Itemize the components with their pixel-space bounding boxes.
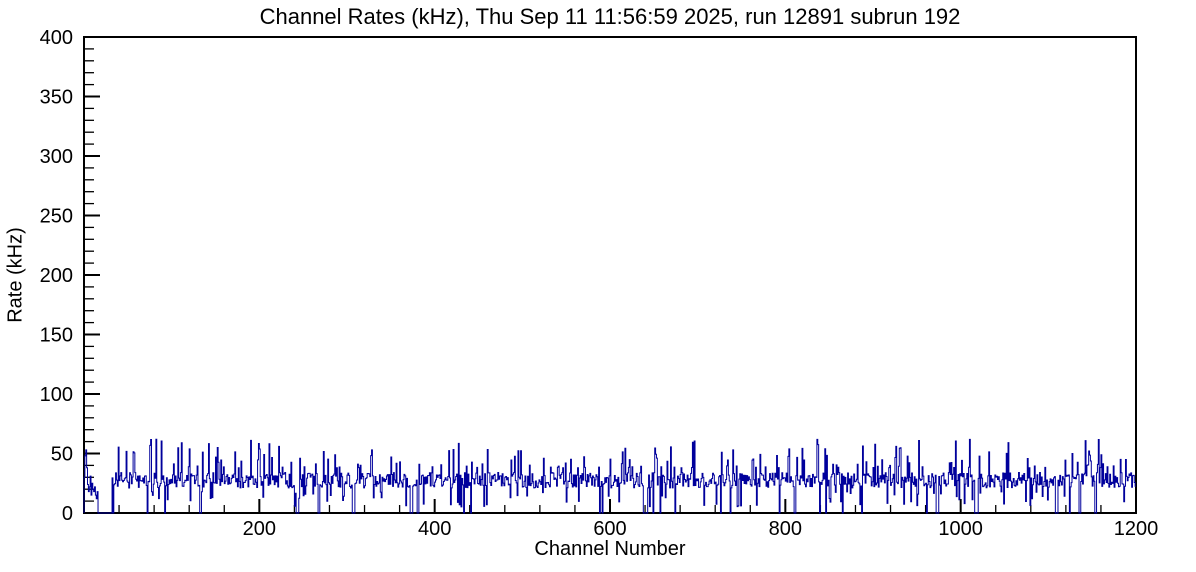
x-tick-label: 400 (418, 518, 451, 540)
y-tick-label: 150 (40, 325, 73, 347)
y-tick-label: 300 (40, 146, 73, 168)
y-tick-label: 0 (62, 503, 73, 525)
y-tick-label: 400 (40, 27, 73, 49)
rate-histogram-line (83, 438, 1136, 514)
y-tick-label: 250 (40, 206, 73, 228)
y-tick-label: 50 (51, 444, 73, 466)
y-tick-label: 200 (40, 265, 73, 287)
x-axis-title: Channel Number (534, 538, 686, 560)
chart-title: Channel Rates (kHz), Thu Sep 11 11:56:59… (259, 4, 961, 29)
plot-frame (83, 36, 1137, 514)
x-tick-label: 600 (593, 518, 626, 540)
y-tick-label: 100 (40, 384, 73, 406)
y-tick-label: 350 (40, 87, 73, 109)
x-tick-label: 1200 (1114, 518, 1159, 540)
x-tick-label: 800 (769, 518, 802, 540)
x-tick-label: 1000 (938, 518, 983, 540)
x-tick-label: 200 (243, 518, 276, 540)
